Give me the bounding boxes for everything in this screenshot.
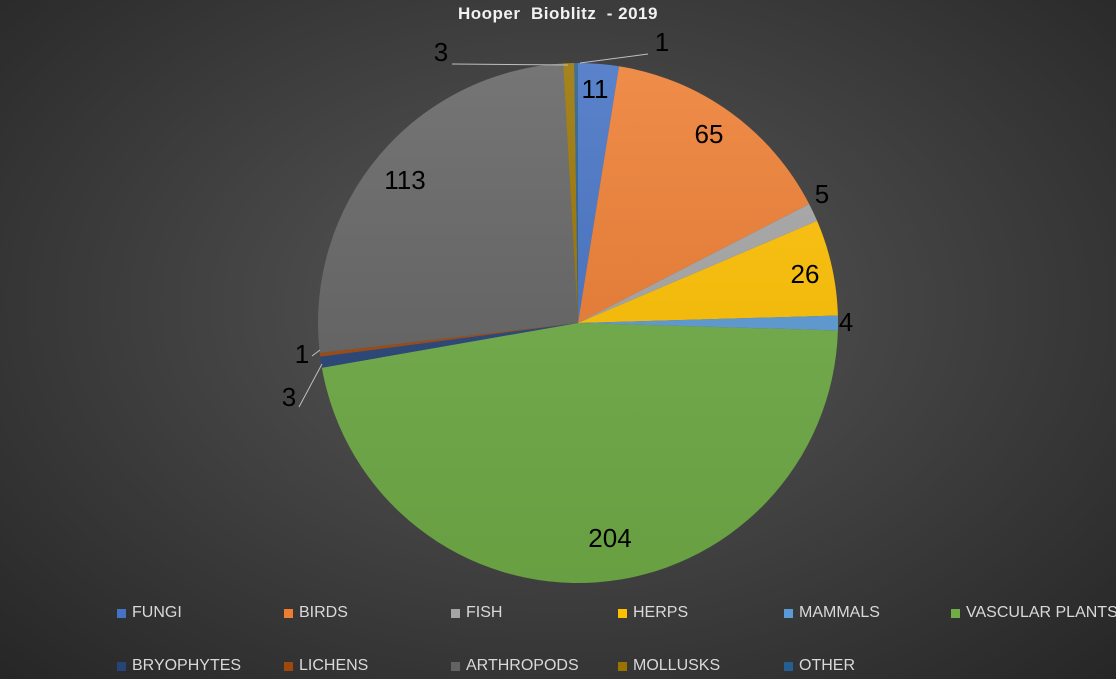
leader-line-mollusks [451,63,569,66]
legend-item-bryophytes: BRYOPHYTES [117,655,241,677]
legend-item-lichens: LICHENS [284,655,368,677]
legend-swatch [284,661,293,671]
legend-item-vascular-plants: VASCULAR PLANTS [951,602,1116,624]
pie-slices [318,63,839,584]
legend-swatch [618,661,627,671]
legend-swatch [284,608,293,618]
legend-item-mollusks: MOLLUSKS [618,655,720,677]
legend-label: OTHER [799,657,855,674]
legend-label: ARTHROPODS [466,657,579,674]
leader-line-lichens [311,349,321,357]
chart-title: Hooper Bioblitz - 2019 [458,4,658,23]
legend-label: LICHENS [299,657,369,674]
legend-swatch [117,661,126,671]
legend-label: VASCULAR PLANTS [966,604,1116,621]
legend-item-arthropods: ARTHROPODS [451,655,579,677]
data-label-vascular-plants: 204 [588,523,631,553]
data-label-birds: 65 [695,119,724,149]
legend-swatch [951,608,960,618]
leader-line-bryophytes [298,363,323,408]
legend-item-other: OTHER [784,655,855,677]
legend-label: BIRDS [299,604,348,621]
data-label-mollusks: 3 [434,37,448,67]
legend-swatch [784,661,793,671]
slice-arthropods [318,63,578,353]
legend-item-fungi: FUNGI [117,602,182,624]
legend-swatch [451,661,460,671]
leader-line-other [579,53,649,64]
legend-swatch [784,608,793,618]
data-label-bryophytes: 3 [282,382,296,412]
legend-swatch [117,608,126,618]
legend-label: FISH [466,604,503,621]
legend-swatch [618,608,627,618]
legend-label: MOLLUSKS [633,657,721,674]
legend-item-mammals: MAMMALS [784,602,880,624]
legend-label: FUNGI [132,604,182,621]
data-label-herps: 26 [791,259,820,289]
legend-label: HERPS [633,604,689,621]
legend-item-birds: BIRDS [284,602,348,624]
slice-vascular-plants [321,323,838,584]
data-label-fish: 5 [815,179,829,209]
data-label-arthropods: 113 [384,165,425,195]
leader-lines [298,53,649,408]
legend-swatch [451,608,460,618]
legend-label: MAMMALS [799,604,880,621]
legend-item-herps: HERPS [618,602,688,624]
data-labels: 11 65 5 26 4 204 3 1 113 3 1 [282,27,853,553]
legend-row-1: FUNGI BIRDS FISH HERPS MAMMALS VASCULAR PLANT… [0,602,1116,624]
legend-item-fish: FISH [451,602,502,624]
data-label-mammals: 4 [839,307,853,337]
data-label-lichens: 1 [295,339,309,369]
legend-label: BRYOPHYTES [132,657,242,674]
data-label-fungi: 11 [582,74,609,104]
data-label-other: 1 [655,27,669,57]
legend-row-2: BRYOPHYTES LICHENS ARTHROPODS MOLLUSKS OTHER [0,655,1116,677]
